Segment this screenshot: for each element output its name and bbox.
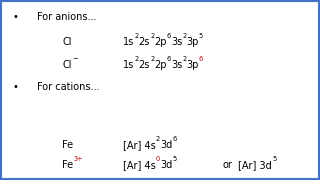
Text: 2p: 2p [154, 37, 167, 47]
Text: 3d: 3d [160, 141, 172, 150]
Text: 5: 5 [272, 156, 276, 162]
Text: 2: 2 [182, 33, 187, 39]
Text: 3p: 3p [187, 60, 199, 70]
Text: 1s: 1s [123, 60, 134, 70]
Text: 2: 2 [156, 136, 160, 142]
Text: −: − [72, 56, 77, 62]
Text: Fe: Fe [62, 160, 74, 170]
Text: [Ar] 4s: [Ar] 4s [123, 141, 156, 150]
Text: 2: 2 [150, 56, 154, 62]
Text: 2s: 2s [139, 37, 150, 47]
Text: Fe: Fe [62, 141, 74, 150]
Text: Cl: Cl [62, 37, 72, 47]
Text: 2p: 2p [154, 60, 167, 70]
Text: 2: 2 [150, 33, 154, 39]
Text: 1s: 1s [123, 37, 134, 47]
Text: 6: 6 [199, 56, 203, 62]
Text: 3+: 3+ [74, 156, 83, 162]
Text: 3s: 3s [171, 37, 182, 47]
Text: 3s: 3s [171, 60, 182, 70]
Text: 6: 6 [172, 136, 177, 142]
Text: [Ar] 4s: [Ar] 4s [123, 160, 156, 170]
Text: For cations...: For cations... [37, 82, 99, 92]
Text: 2s: 2s [139, 60, 150, 70]
Text: 6: 6 [167, 33, 171, 39]
Text: •: • [13, 12, 19, 22]
Text: 5: 5 [199, 33, 203, 39]
Text: 2: 2 [134, 33, 139, 39]
Text: [Ar] 3d: [Ar] 3d [238, 160, 272, 170]
Text: 3p: 3p [187, 37, 199, 47]
Text: 2: 2 [134, 56, 139, 62]
Text: or: or [222, 160, 232, 170]
Text: 6: 6 [167, 56, 171, 62]
Text: 0: 0 [156, 156, 160, 162]
Text: 5: 5 [172, 156, 177, 162]
Text: •: • [13, 82, 19, 92]
Text: 2: 2 [182, 56, 187, 62]
Text: For anions...: For anions... [37, 12, 96, 22]
Text: 3d: 3d [160, 160, 172, 170]
Text: Cl: Cl [62, 60, 72, 70]
